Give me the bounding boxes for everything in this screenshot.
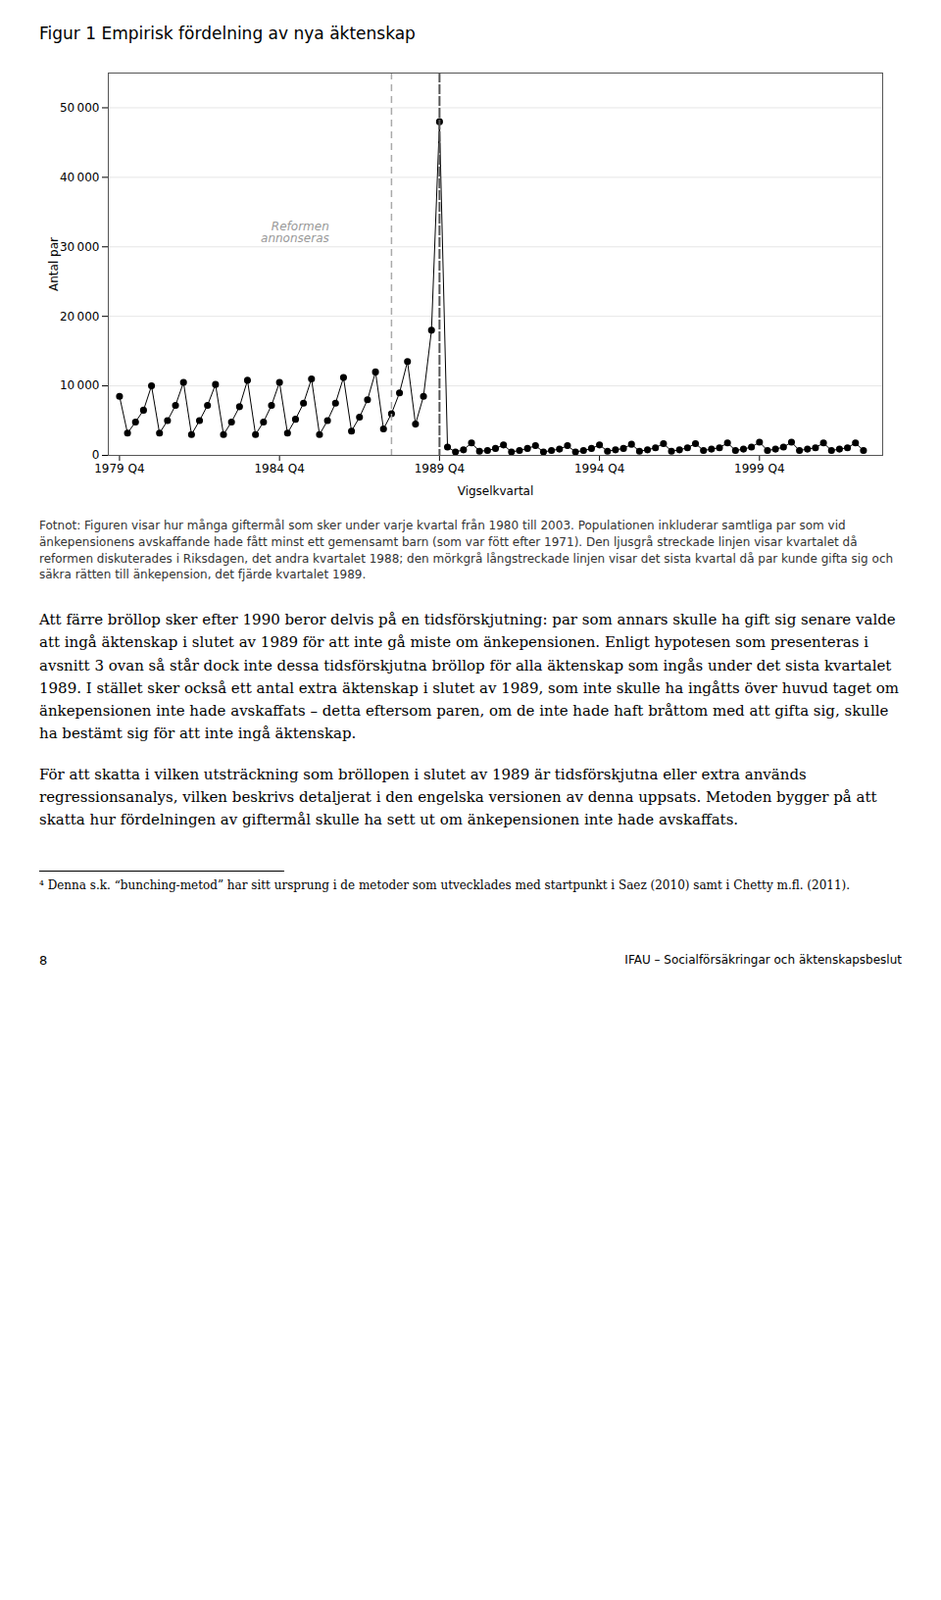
html-text:IFAU – Socialförsäkringar och: IFAU – Socialförsäkringar och äktenskaps…: [624, 952, 902, 967]
svg-text:20 000: 20 000: [59, 309, 100, 324]
svg-text:1979 Q4: 1979 Q4: [94, 461, 145, 476]
svg-text:50 000: 50 000: [59, 100, 100, 115]
html-text:Fotnot: Figuren visar hur mång: Fotnot: Figuren visar hur många giftermå…: [39, 518, 894, 582]
svg-text:1999 Q4: 1999 Q4: [734, 461, 785, 476]
html-text:Att färre bröllop sker efter 1: Att färre bröllop sker efter 1990 beror …: [39, 610, 899, 743]
svg-text:1984 Q4: 1984 Q4: [253, 461, 304, 476]
svg-text:40 000: 40 000: [59, 170, 100, 185]
svg-text:Vigselkvartal: Vigselkvartal: [457, 484, 535, 498]
svg-text:1989 Q4: 1989 Q4: [414, 461, 465, 476]
html-text:⁴ Denna s.k. “bunching-metod”: ⁴ Denna s.k. “bunching-metod” har sitt u…: [39, 878, 850, 893]
svg-text:10 000: 10 000: [59, 378, 100, 393]
html-text:För att skatta i vilken utsträ: För att skatta i vilken utsträckning som…: [39, 765, 877, 829]
svg-text:1994 Q4: 1994 Q4: [574, 461, 625, 476]
html-text:8: 8: [39, 952, 48, 968]
html-text:Figur 1 Empirisk fördelning av: Figur 1 Empirisk fördelning av nya äkten…: [39, 23, 416, 44]
svg-text:Reformenannonseras: Reformenannonseras: [260, 219, 330, 246]
svg-text:0: 0: [92, 447, 100, 462]
svg-text:Antal par: Antal par: [47, 237, 61, 292]
svg-text:30 000: 30 000: [59, 240, 100, 254]
